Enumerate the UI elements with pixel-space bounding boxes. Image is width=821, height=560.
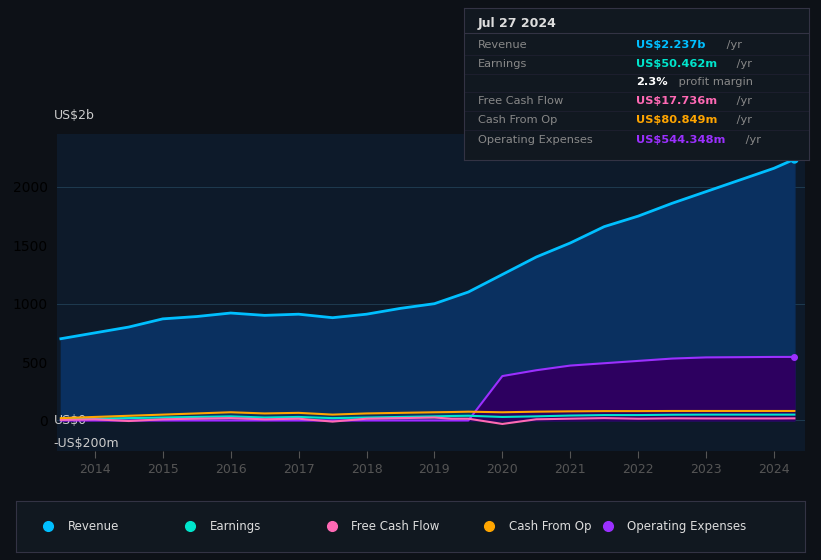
Text: US$2b: US$2b bbox=[53, 109, 94, 122]
Text: /yr: /yr bbox=[723, 40, 742, 50]
Text: Revenue: Revenue bbox=[478, 40, 527, 50]
Text: US$0: US$0 bbox=[53, 414, 87, 427]
Text: US$544.348m: US$544.348m bbox=[636, 135, 726, 145]
Text: Earnings: Earnings bbox=[478, 59, 527, 68]
Text: /yr: /yr bbox=[733, 115, 752, 124]
Text: US$17.736m: US$17.736m bbox=[636, 96, 718, 106]
Text: profit margin: profit margin bbox=[675, 77, 753, 87]
Text: /yr: /yr bbox=[733, 59, 752, 68]
Text: Cash From Op: Cash From Op bbox=[478, 115, 557, 124]
Text: -US$200m: -US$200m bbox=[53, 437, 119, 450]
Text: /yr: /yr bbox=[733, 96, 752, 106]
Text: Operating Expenses: Operating Expenses bbox=[627, 520, 746, 533]
Text: Cash From Op: Cash From Op bbox=[509, 520, 591, 533]
Text: Operating Expenses: Operating Expenses bbox=[478, 135, 593, 145]
Text: Free Cash Flow: Free Cash Flow bbox=[351, 520, 440, 533]
Text: Free Cash Flow: Free Cash Flow bbox=[478, 96, 563, 106]
Text: US$50.462m: US$50.462m bbox=[636, 59, 718, 68]
Text: US$80.849m: US$80.849m bbox=[636, 115, 718, 124]
Text: Revenue: Revenue bbox=[67, 520, 119, 533]
Text: Jul 27 2024: Jul 27 2024 bbox=[478, 17, 557, 30]
Text: US$2.237b: US$2.237b bbox=[636, 40, 706, 50]
Text: Earnings: Earnings bbox=[209, 520, 261, 533]
Text: 2.3%: 2.3% bbox=[636, 77, 668, 87]
Text: /yr: /yr bbox=[742, 135, 762, 145]
